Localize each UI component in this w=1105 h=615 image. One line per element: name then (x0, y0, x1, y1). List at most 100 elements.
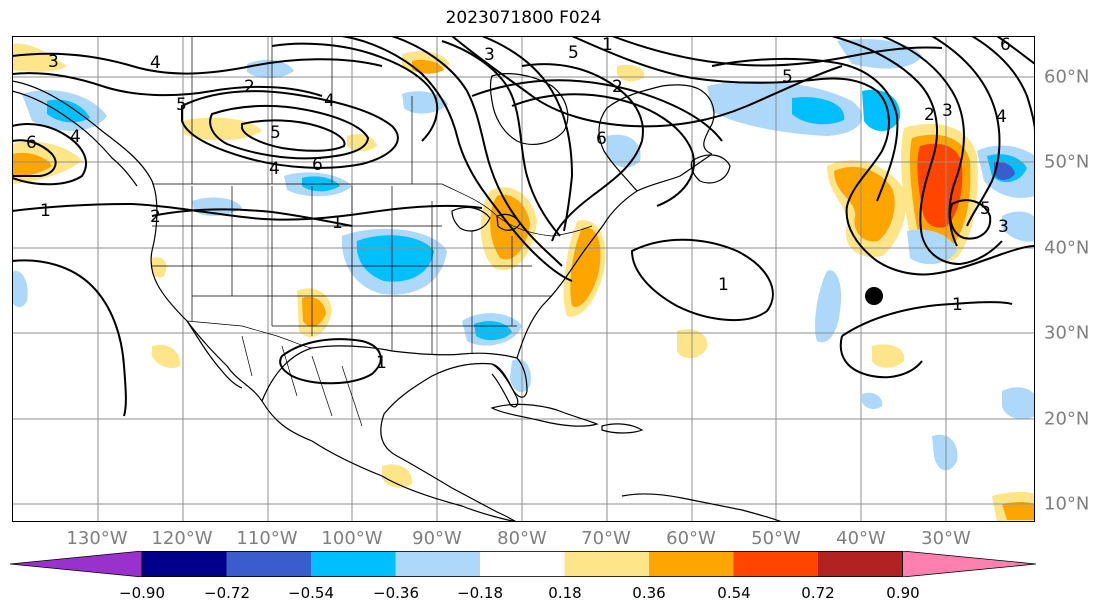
negative-anomaly-area (47, 99, 90, 123)
contour-line (151, 208, 353, 227)
colorbar-segment (311, 551, 396, 577)
contour-label: 2 (612, 77, 623, 97)
longitude-label: 90°W (412, 528, 462, 549)
latitude-label: 10°N (1044, 493, 1090, 515)
contour-label: 6 (26, 133, 37, 153)
positive-anomaly-area (570, 227, 601, 307)
longitude-label: 80°W (497, 528, 547, 549)
latitude-label: 20°N (1044, 408, 1090, 430)
canada-provinces (191, 36, 413, 184)
contour-line (481, 36, 574, 232)
contour-line (241, 119, 346, 152)
negative-anomaly-area (12, 270, 28, 308)
contour-line (209, 104, 370, 160)
contour-line (521, 63, 644, 242)
longitude-label: 100°W (321, 528, 383, 549)
longitude-label: 70°W (581, 528, 631, 549)
contour-label-layer: 3 4 2 5 6 5 4 1 2 1 4 6 1 4 5 6 3 3 2 5 … (26, 36, 1011, 373)
colorbar-segment (733, 551, 818, 577)
longitude-label: 110°W (236, 528, 298, 549)
negative-anomaly-area (356, 235, 434, 282)
gulf-coast (261, 345, 528, 457)
contour-line (181, 90, 399, 169)
alaska-coast (12, 90, 138, 187)
contour-label: 5 (568, 43, 579, 63)
east-coast (516, 153, 713, 359)
contour-label: 5 (980, 199, 991, 219)
contour-label: 5 (782, 67, 793, 87)
colorbar-tick-label: −0.90 (119, 584, 165, 602)
contour-line (12, 202, 483, 221)
contour-label: 2 (150, 207, 161, 227)
longitude-label: 40°W (836, 528, 886, 549)
positive-anomaly-area (412, 60, 444, 74)
us-canada-border (152, 183, 593, 237)
contour-line (391, 36, 563, 267)
contour-label: 4 (996, 107, 1007, 127)
negative-anomaly-area (792, 97, 845, 125)
florida (491, 363, 519, 408)
contour-line (451, 36, 843, 128)
hispaniola (601, 423, 644, 434)
latitude-label: 40°N (1044, 237, 1090, 259)
contour-line (12, 52, 383, 75)
contour-label: 6 (1000, 36, 1011, 55)
positive-anomaly-area (1002, 502, 1035, 520)
contour-label: 2 (924, 105, 935, 125)
positive-anomaly-area (152, 344, 181, 368)
colorbar-segment (480, 551, 565, 577)
contour-line (441, 40, 561, 237)
longitude-label: 60°W (666, 528, 716, 549)
colorbar-segment (142, 551, 227, 577)
negative-anomaly-area (862, 392, 883, 409)
storm-center-marker (865, 287, 883, 305)
baja-california (186, 320, 243, 389)
coastlines (12, 73, 783, 522)
colorbar-extend-high (902, 551, 1036, 577)
contour-line (511, 93, 695, 207)
labrador-coast (598, 84, 715, 192)
colorbar-tick-label: 0.90 (886, 584, 920, 602)
colorbar-segment (226, 551, 311, 577)
contour-line (571, 36, 1035, 276)
negative-anomaly-area (907, 229, 957, 265)
contour-line (12, 139, 57, 177)
contour-label: 4 (269, 159, 280, 179)
contour-label: 1 (376, 353, 387, 373)
contour-label: 4 (324, 91, 335, 111)
contour-label: 3 (484, 45, 495, 65)
south-america-coast (621, 493, 783, 522)
positive-anomaly-area (347, 134, 377, 152)
contour-label: 5 (176, 95, 187, 115)
positive-anomaly-area (834, 166, 895, 242)
colorbar-tick-label: 0.54 (717, 584, 751, 602)
latitude-label: 50°N (1044, 151, 1090, 173)
contour-line (841, 301, 1013, 337)
contour-line (471, 79, 723, 142)
colorbar (10, 551, 1036, 577)
contour-label: 3 (998, 217, 1009, 237)
contour-label: 1 (602, 36, 613, 55)
colorbar-segment (818, 551, 903, 577)
contour-line (12, 72, 323, 97)
longitude-label: 50°W (751, 528, 801, 549)
colorbar-tick-label: −0.54 (288, 584, 334, 602)
contour-line (611, 36, 943, 67)
colorbar-segment (564, 551, 649, 577)
contour-label: 3 (942, 101, 953, 121)
cuba (490, 403, 599, 427)
contour-line (341, 36, 573, 282)
contour-line (839, 335, 923, 379)
contour-label: 2 (244, 77, 255, 97)
colorbar-tick-label: −0.72 (204, 584, 250, 602)
contour-line (271, 42, 439, 142)
contour-label: 5 (270, 123, 281, 143)
colorbar-tick-label: 0.36 (632, 584, 666, 602)
contour-line (12, 259, 127, 417)
contour-line (996, 36, 1035, 65)
colorbar-tick-label: −0.36 (373, 584, 419, 602)
contour-line (12, 123, 87, 186)
contour-line (630, 238, 774, 322)
map-border (12, 36, 1035, 522)
map-title: 2023071800 F024 (445, 8, 602, 28)
